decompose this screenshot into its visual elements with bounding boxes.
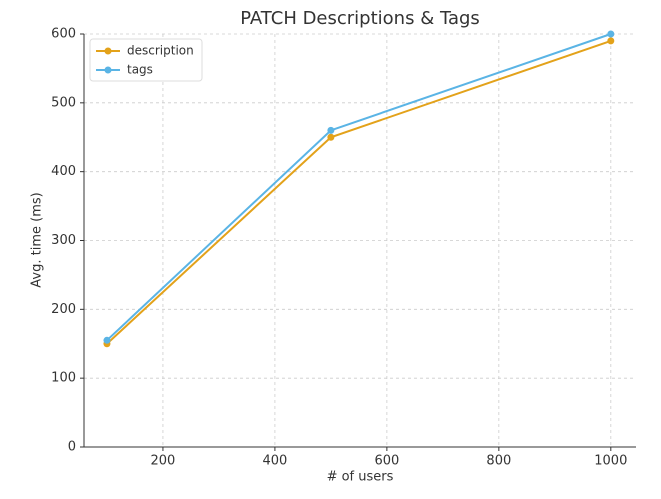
y-tick-label: 500: [51, 95, 76, 110]
x-tick-label: 200: [151, 454, 176, 469]
data-point: [607, 37, 615, 45]
data-point: [327, 126, 335, 134]
data-point: [607, 30, 615, 38]
y-axis-label: Avg. time (ms): [30, 192, 45, 287]
y-tick-label: 200: [51, 302, 76, 317]
data-point: [327, 133, 335, 141]
y-tick-label: 300: [51, 233, 76, 248]
legend-label: tags: [127, 63, 153, 77]
y-tick-label: 100: [51, 371, 76, 386]
x-tick-label: 400: [262, 454, 287, 469]
y-tick-label: 600: [51, 27, 76, 42]
data-point: [103, 336, 111, 344]
y-tick-label: 0: [68, 440, 76, 455]
x-tick-label: 600: [374, 454, 399, 469]
x-tick-label: 1000: [594, 454, 627, 469]
series-line: [106, 39, 612, 345]
legend-marker: [104, 66, 112, 74]
legend-label: description: [127, 44, 194, 58]
x-tick-label: 800: [486, 454, 511, 469]
chart-title: PATCH Descriptions & Tags: [240, 8, 480, 29]
x-axis-label: # of users: [327, 470, 394, 485]
legend-marker: [104, 47, 112, 55]
y-tick-label: 400: [51, 164, 76, 179]
